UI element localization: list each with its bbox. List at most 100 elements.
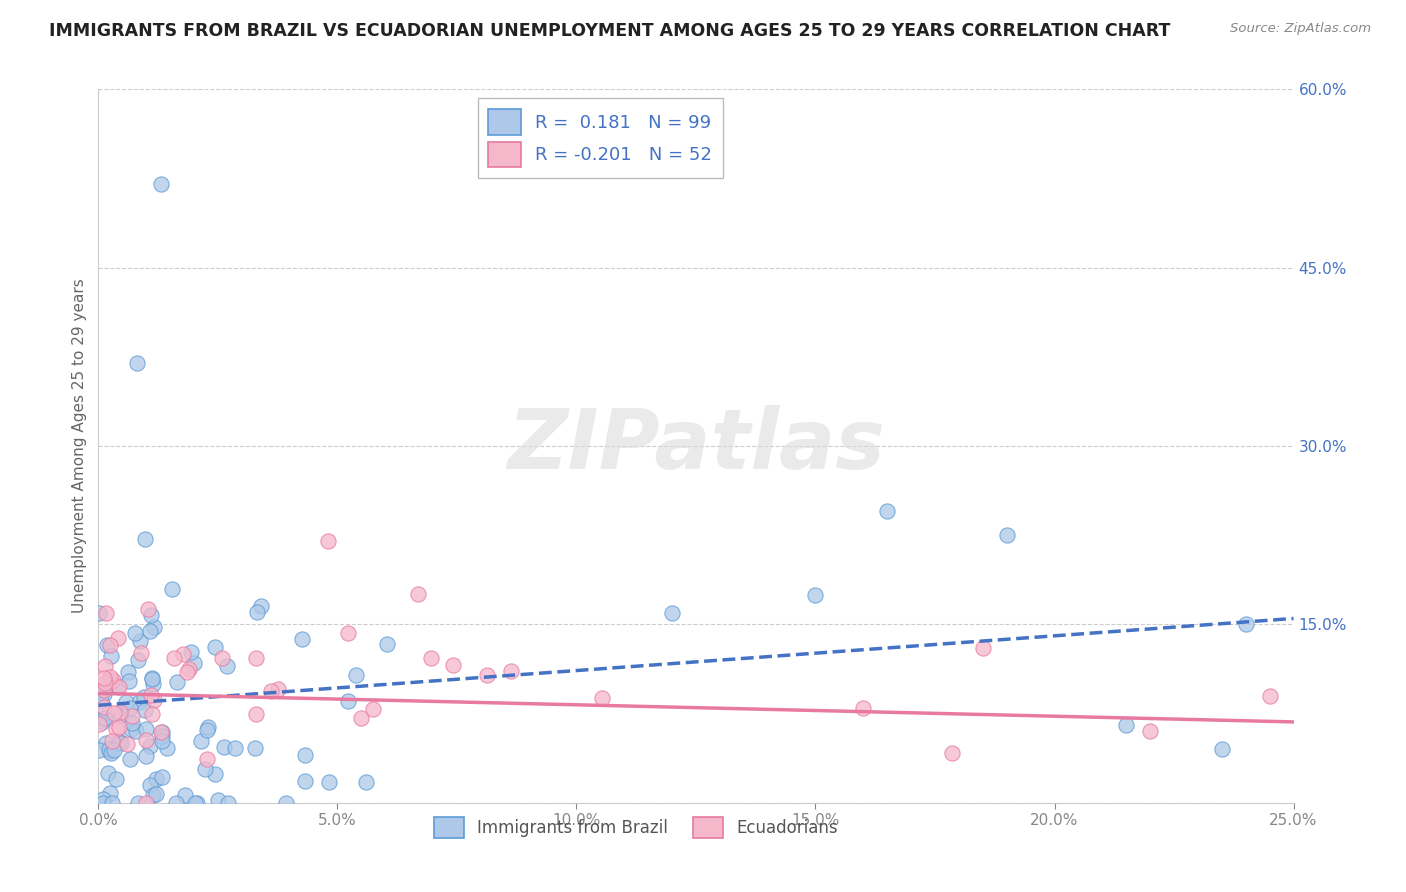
Point [190,733,212,747]
Point [141,673,163,687]
Point [101,796,124,810]
Point [215,659,238,673]
Point [207,793,229,807]
Point [89,743,111,757]
Point [149,724,172,739]
Point [129,646,152,660]
Point [100,675,122,690]
Point [243,741,266,756]
Point [197,752,219,766]
Point [294,747,316,762]
Point [91,796,114,810]
Point [108,705,131,719]
Point [477,668,499,682]
Point [108,734,131,748]
Point [128,695,150,709]
Point [141,608,163,623]
Point [98,670,121,684]
Point [150,733,173,747]
Point [172,647,194,661]
Point [276,796,298,810]
Point [804,588,827,602]
Point [125,723,148,738]
Point [245,706,267,721]
Point [94,710,117,724]
Point [135,732,157,747]
Point [420,651,443,665]
Point [204,766,226,780]
Point [120,701,142,715]
Point [344,668,367,682]
Point [145,787,167,801]
Point [93,687,115,701]
Point [163,650,186,665]
Point [267,682,290,697]
Point [197,720,219,734]
Point [1211,742,1233,756]
Point [98,638,121,652]
Point [94,606,117,620]
Point [124,625,146,640]
Point [91,715,114,730]
Point [142,693,165,707]
Point [139,778,162,792]
Point [108,720,131,734]
Point [138,624,160,639]
Point [149,178,172,192]
Point [110,735,132,749]
Point [100,747,122,761]
Point [121,709,143,723]
Point [145,772,167,787]
Point [186,796,208,810]
Point [661,606,683,620]
Point [94,658,117,673]
Point [183,656,205,670]
Point [118,673,141,688]
Point [1139,724,1161,739]
Point [941,746,963,760]
Point [134,703,156,717]
Text: IMMIGRANTS FROM BRAZIL VS ECUADORIAN UNEMPLOYMENT AMONG AGES 25 TO 29 YEARS CORR: IMMIGRANTS FROM BRAZIL VS ECUADORIAN UNE… [49,22,1171,40]
Point [180,645,202,659]
Point [93,671,115,685]
Point [259,683,281,698]
Point [184,796,207,810]
Point [135,722,157,736]
Point [91,792,114,806]
Point [110,708,132,723]
Point [591,691,613,706]
Point [174,788,197,802]
Point [125,356,148,370]
Point [87,606,110,620]
Point [135,796,157,810]
Point [141,671,163,685]
Point [120,722,142,736]
Text: ZIPatlas: ZIPatlas [508,406,884,486]
Point [127,653,149,667]
Point [354,775,377,789]
Point [141,688,163,702]
Point [876,504,898,518]
Point [318,775,340,789]
Point [166,675,188,690]
Point [224,740,246,755]
Point [97,766,120,780]
Point [117,665,139,679]
Point [337,626,360,640]
Point [150,770,173,784]
Point [96,638,118,652]
Point [160,582,183,597]
Point [134,690,156,704]
Point [94,676,117,690]
Point [107,679,129,693]
Point [375,637,398,651]
Point [93,683,115,698]
Point [139,739,162,753]
Point [135,749,157,764]
Point [972,641,994,656]
Point [142,788,165,802]
Point [361,702,384,716]
Point [165,796,187,810]
Point [117,737,139,751]
Point [176,665,198,680]
